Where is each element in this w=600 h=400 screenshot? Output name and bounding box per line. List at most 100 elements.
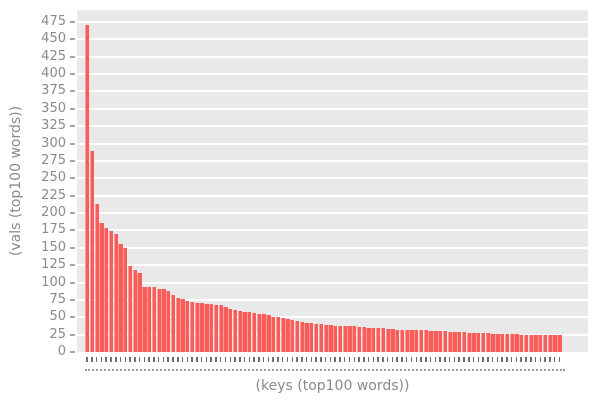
y-tick-mark — [70, 281, 75, 284]
bar — [237, 311, 242, 352]
x-tick-mark — [286, 357, 289, 362]
x-tick-mark — [410, 357, 413, 362]
y-gridline — [77, 264, 588, 267]
bar — [275, 317, 281, 352]
x-tick-mark — [205, 357, 208, 362]
y-gridline — [77, 159, 588, 162]
bar — [328, 324, 333, 352]
y-tick-label: 150 — [41, 239, 66, 255]
bar — [361, 326, 366, 352]
bar — [504, 333, 510, 352]
x-tick-mark — [253, 357, 255, 362]
bar — [523, 334, 529, 352]
bar — [99, 222, 104, 352]
y-gridline — [77, 229, 588, 232]
x-tick-mark — [382, 357, 384, 362]
bar — [533, 334, 538, 352]
y-tick-label: 400 — [41, 66, 66, 82]
bar — [309, 322, 314, 352]
bar — [256, 313, 262, 352]
bar — [447, 331, 452, 352]
y-tick-mark — [70, 333, 75, 336]
y-gridline — [77, 194, 588, 197]
bar — [485, 333, 490, 352]
bar — [480, 332, 486, 352]
x-tick-mark — [501, 357, 503, 362]
x-axis-label: (keys (top100 words)) — [255, 378, 410, 394]
x-tick-mark — [167, 357, 169, 362]
x-tick-mark — [262, 357, 265, 362]
bar — [375, 328, 381, 352]
x-tick-mark — [234, 357, 236, 362]
x-tick-mark — [425, 357, 427, 362]
y-gridline — [77, 281, 588, 284]
x-tick-mark — [172, 357, 174, 362]
bar — [476, 332, 481, 352]
bar — [108, 231, 114, 352]
y-tick-mark — [70, 159, 75, 162]
x-tick-mark — [334, 357, 336, 362]
bar — [380, 328, 386, 352]
bar — [161, 289, 166, 352]
bar — [247, 312, 252, 352]
bar — [261, 314, 266, 352]
y-gridline — [77, 55, 588, 58]
y-tick-mark — [70, 107, 75, 110]
x-tick-mark — [343, 357, 346, 362]
bar — [390, 329, 395, 352]
x-tick-mark — [200, 357, 203, 362]
bar — [552, 335, 557, 352]
x-tick-mark — [272, 357, 274, 362]
bar — [352, 326, 357, 352]
y-tick-label: 175 — [41, 222, 66, 238]
x-tick-mark — [291, 357, 293, 362]
bar — [85, 25, 90, 352]
bar — [299, 322, 304, 352]
x-tick-mark — [372, 357, 375, 362]
bar — [147, 287, 152, 352]
x-tick-mark — [367, 357, 370, 362]
x-tick-mark — [115, 357, 117, 362]
bar — [466, 332, 471, 352]
y-gridline — [77, 90, 588, 93]
x-tick-mark — [177, 357, 179, 362]
y-gridline — [77, 316, 588, 319]
bar — [280, 317, 285, 352]
bar — [251, 313, 257, 352]
y-tick-label: 225 — [41, 187, 66, 203]
x-tick-mark — [429, 357, 432, 362]
x-tick-mark — [487, 357, 489, 362]
y-tick-mark — [70, 21, 75, 23]
x-tick-mark — [405, 357, 408, 362]
x-tick-mark — [324, 357, 327, 362]
x-tick-mark — [129, 357, 131, 362]
y-tick-label: 275 — [41, 152, 66, 168]
y-tick-mark — [70, 125, 75, 128]
x-tick-mark — [472, 357, 475, 362]
x-tick-mark — [377, 357, 379, 362]
x-tick-mark — [468, 357, 470, 362]
bar — [495, 333, 500, 352]
x-tick-mark — [534, 357, 537, 362]
x-tick-mark — [339, 357, 341, 362]
y-tick-mark — [70, 73, 75, 76]
bar — [194, 302, 199, 352]
bar — [547, 334, 552, 352]
x-tick-labels-dotted-row — [85, 369, 565, 371]
bar — [509, 333, 514, 352]
x-tick-mark — [477, 357, 480, 362]
x-tick-mark — [196, 357, 198, 362]
y-tick-mark — [70, 177, 75, 180]
x-tick-mark — [496, 357, 499, 362]
x-tick-mark — [415, 357, 418, 362]
y-gridline — [77, 21, 588, 23]
bar — [118, 243, 123, 352]
y-tick-mark — [70, 142, 75, 145]
x-tick-mark — [258, 357, 260, 362]
bar — [342, 325, 347, 352]
bar — [519, 334, 524, 352]
x-tick-mark — [363, 357, 365, 362]
x-tick-mark — [549, 357, 551, 362]
bar — [337, 325, 343, 352]
